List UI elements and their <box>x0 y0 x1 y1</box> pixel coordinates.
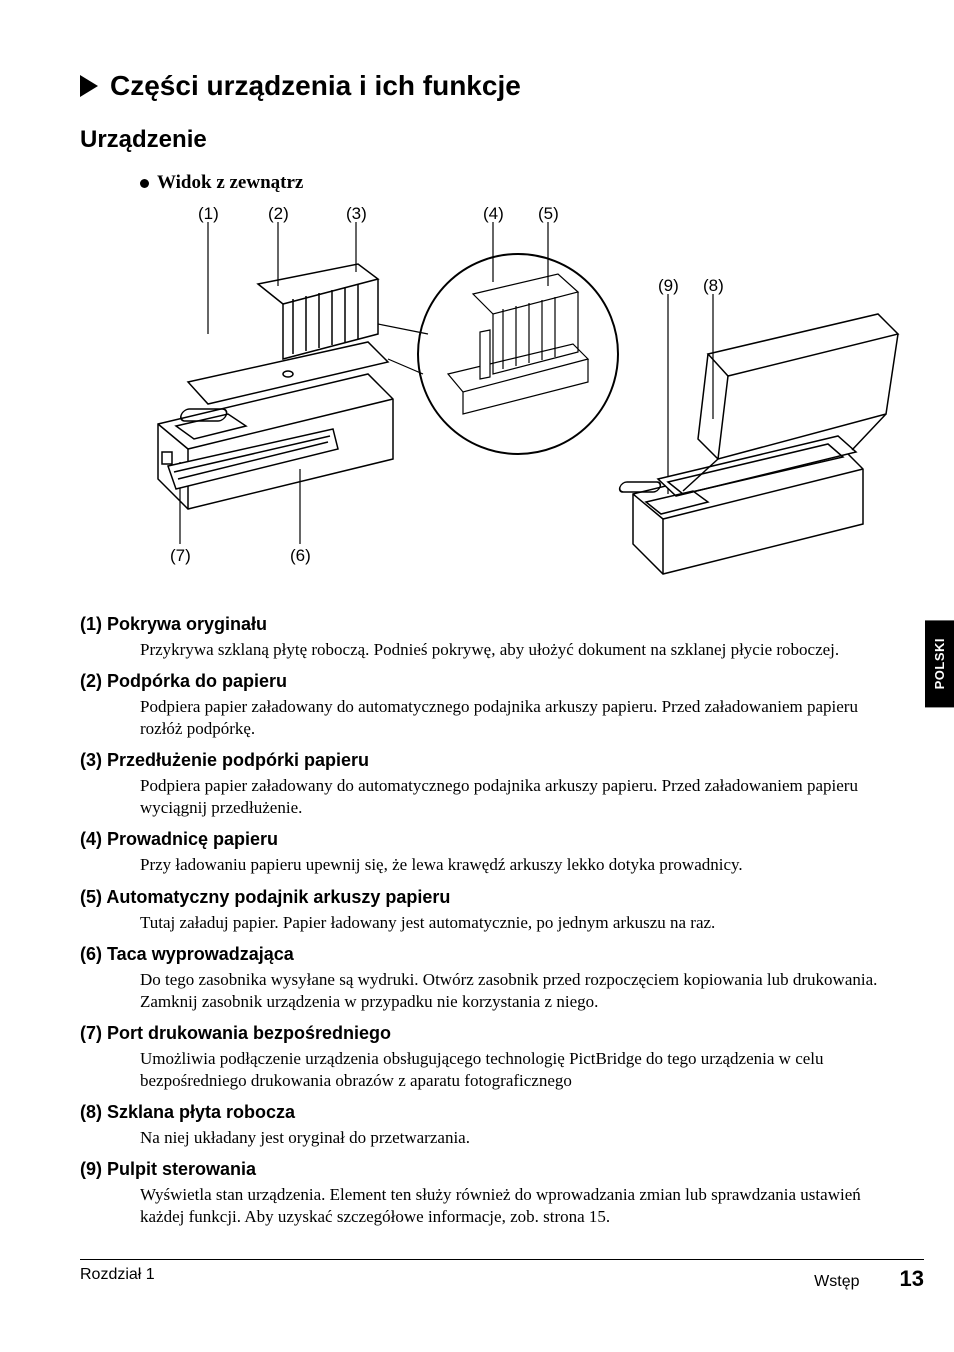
bullet-icon <box>140 179 149 188</box>
main-heading: Części urządzenia i ich funkcje <box>80 70 894 102</box>
def-title: (3) Przedłużenie podpórki papieru <box>80 750 894 771</box>
def-title: (2) Podpórka do papieru <box>80 671 894 692</box>
def-body: Podpiera papier załadowany do automatycz… <box>140 696 894 740</box>
def-body: Do tego zasobnika wysyłane są wydruki. O… <box>140 969 894 1013</box>
view-label-text: Widok z zewnątrz <box>157 172 303 194</box>
callout-6: (6) <box>290 546 311 566</box>
def-title: (6) Taca wyprowadzająca <box>80 944 894 965</box>
view-label: Widok z zewnątrz <box>140 172 894 194</box>
definition-item: (4) Prowadnicę papieru Przy ładowaniu pa… <box>80 829 894 876</box>
def-body: Przy ładowaniu papieru upewnij się, że l… <box>140 854 894 876</box>
def-title: (7) Port drukowania bezpośredniego <box>80 1023 894 1044</box>
callout-1: (1) <box>198 204 219 224</box>
page-number: 13 <box>900 1266 924 1292</box>
callout-2: (2) <box>268 204 289 224</box>
definition-item: (8) Szklana płyta robocza Na niej układa… <box>80 1102 894 1149</box>
def-title: (5) Automatyczny podajnik arkuszy papier… <box>80 887 894 908</box>
definition-item: (2) Podpórka do papieru Podpiera papier … <box>80 671 894 740</box>
def-body: Wyświetla stan urządzenia. Element ten s… <box>140 1184 894 1228</box>
printer-svg <box>128 204 918 584</box>
callout-3: (3) <box>346 204 367 224</box>
definition-item: (7) Port drukowania bezpośredniego Umożl… <box>80 1023 894 1092</box>
callout-7: (7) <box>170 546 191 566</box>
heading-text: Części urządzenia i ich funkcje <box>110 70 521 102</box>
def-title: (9) Pulpit sterowania <box>80 1159 894 1180</box>
subheading: Urządzenie <box>80 126 894 154</box>
definition-item: (6) Taca wyprowadzająca Do tego zasobnik… <box>80 944 894 1013</box>
definition-item: (3) Przedłużenie podpórki papieru Podpie… <box>80 750 894 819</box>
callout-4: (4) <box>483 204 504 224</box>
footer-center: Wstęp <box>814 1273 859 1291</box>
definition-item: (1) Pokrywa oryginału Przykrywa szklaną … <box>80 614 894 661</box>
def-title: (1) Pokrywa oryginału <box>80 614 894 635</box>
printer-diagram: (1) (2) (3) (4) (5) (9) (8) (7) (6) <box>128 204 918 584</box>
def-title: (4) Prowadnicę papieru <box>80 829 894 850</box>
definitions-list: (1) Pokrywa oryginału Przykrywa szklaną … <box>80 614 894 1228</box>
page-footer: Rozdział 1 Wstęp 13 <box>80 1259 924 1292</box>
definition-item: (5) Automatyczny podajnik arkuszy papier… <box>80 887 894 934</box>
def-body: Na niej układany jest oryginał do przetw… <box>140 1127 894 1149</box>
def-body: Umożliwia podłączenie urządzenia obsługu… <box>140 1048 894 1092</box>
triangle-icon <box>80 75 98 97</box>
language-tab: POLSKI <box>925 620 954 707</box>
callout-8: (8) <box>703 276 724 296</box>
def-body: Tutaj załaduj papier. Papier ładowany je… <box>140 912 894 934</box>
def-body: Podpiera papier załadowany do automatycz… <box>140 775 894 819</box>
def-body: Przykrywa szklaną płytę roboczą. Podnieś… <box>140 639 894 661</box>
footer-left: Rozdział 1 <box>80 1266 155 1292</box>
def-title: (8) Szklana płyta robocza <box>80 1102 894 1123</box>
callout-5: (5) <box>538 204 559 224</box>
definition-item: (9) Pulpit sterowania Wyświetla stan urz… <box>80 1159 894 1228</box>
callout-9: (9) <box>658 276 679 296</box>
